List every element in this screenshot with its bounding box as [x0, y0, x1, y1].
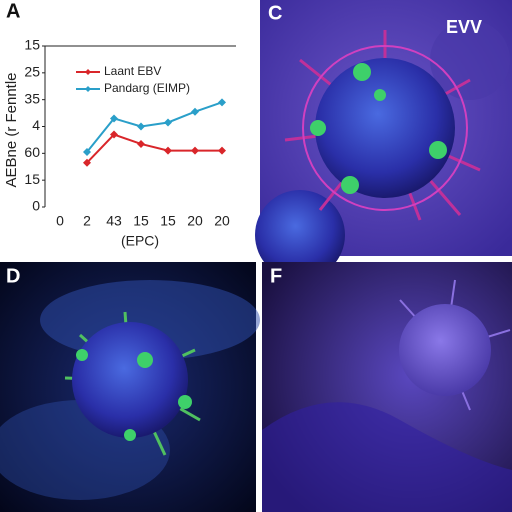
cell [430, 20, 510, 100]
data-point [83, 158, 91, 167]
virus-particle [255, 190, 345, 280]
y-tick-label: 4 [32, 117, 40, 133]
series-line [86, 101, 223, 153]
data-point [83, 147, 91, 156]
y-tick-label: 15 [24, 171, 40, 187]
data-point [218, 98, 226, 107]
y-tick-label: 60 [24, 144, 40, 160]
y-tick-label: 35 [24, 90, 40, 106]
panel-c: C EVV [255, 0, 512, 280]
legend-label: Pandarg (EIMP) [104, 81, 190, 95]
y-tick-label: 15 [24, 37, 40, 53]
x-tick-label: 15 [133, 213, 149, 229]
glycoproteins [76, 349, 192, 441]
x-axis-label: (EPC) [121, 233, 159, 249]
glycoproteins [310, 63, 447, 194]
data-point [191, 107, 199, 116]
data-point [218, 146, 226, 155]
chart-title: A [6, 0, 20, 22]
cell [262, 402, 512, 512]
x-tick-label: 20 [187, 213, 203, 229]
panel-label: D [6, 265, 20, 287]
data-point [110, 114, 118, 123]
x-tick-label: 15 [160, 213, 176, 229]
x-tick-label: 0 [56, 213, 64, 229]
data-point [137, 139, 145, 148]
x-tick-label: 2 [83, 213, 91, 229]
legend-label: Laant EBV [104, 64, 161, 78]
virus-particle [399, 304, 491, 396]
panel-a: A AEBne (r Fenntle (EPC) [0, 0, 256, 256]
y-tick-label: 0 [32, 198, 40, 214]
panel-d: D [0, 262, 260, 512]
y-tick-label: 25 [24, 64, 40, 80]
panel-bg [0, 0, 256, 256]
panel-label: F [270, 265, 282, 287]
virus-particle [315, 58, 455, 198]
panel-f: F [262, 262, 512, 512]
data-point [137, 122, 145, 131]
panel-caption: EVV [446, 17, 482, 37]
data-point [110, 130, 118, 139]
x-tick-label: 43 [106, 213, 122, 229]
series-line [86, 133, 222, 164]
y-axis-label: AEBne (r Fenntle [3, 72, 20, 187]
x-tick-label: 20 [214, 213, 230, 229]
legend-marker [85, 69, 91, 75]
data-point [164, 146, 172, 155]
virus-particle [72, 322, 188, 438]
envelope [302, 45, 468, 211]
legend-marker [85, 86, 91, 92]
data-point [164, 118, 172, 127]
panel-label: C [268, 2, 282, 24]
data-point [191, 146, 199, 155]
